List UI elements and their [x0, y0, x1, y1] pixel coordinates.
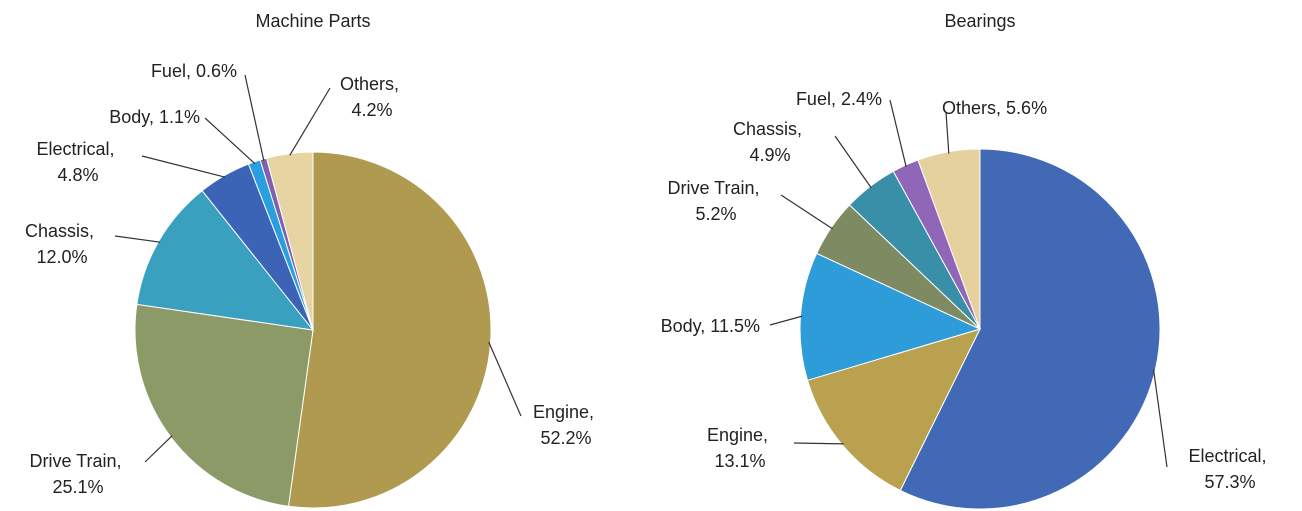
data-label: Electrical, 57.3% — [1188, 446, 1271, 492]
data-label: Drive Train, 5.2% — [667, 178, 764, 224]
label-category: Others — [340, 74, 394, 94]
label-separator: , — [589, 402, 599, 422]
label-separator: , — [996, 98, 1006, 118]
label-category: Fuel — [796, 89, 831, 109]
label-separator: , — [149, 107, 159, 127]
label-separator: , — [755, 178, 765, 198]
data-label: Fuel, 0.6% — [151, 61, 237, 81]
label-separator: , — [117, 451, 127, 471]
leader-line — [793, 442, 844, 445]
label-separator: , — [1262, 446, 1272, 466]
leader-line — [769, 315, 803, 326]
data-label: Others, 5.6% — [942, 98, 1047, 118]
data-label: Chassis, 12.0% — [25, 221, 99, 267]
label-value: 4.2% — [351, 100, 392, 120]
leader-line — [144, 435, 173, 463]
label-separator: , — [763, 425, 773, 445]
label-value: 5.2% — [695, 204, 736, 224]
leader-line — [141, 155, 226, 178]
pie-slice — [265, 151, 314, 331]
label-category: Drive Train — [667, 178, 754, 198]
label-value: 12.0% — [36, 247, 87, 267]
pie-slice — [287, 151, 492, 509]
pie-slice — [136, 190, 315, 331]
label-value: 1.1% — [159, 107, 200, 127]
label-category: Body — [661, 316, 702, 336]
pie-slice — [899, 148, 1161, 510]
pie-slice — [799, 252, 982, 381]
label-category: Electrical — [1188, 446, 1261, 466]
leader-line — [244, 74, 265, 161]
pie-chart: Machine Parts Engine, 52.2% Drive Train, 2… — [25, 11, 599, 509]
data-label: Drive Train, 25.1% — [29, 451, 126, 497]
label-value: 0.6% — [196, 61, 237, 81]
pie-slice — [134, 303, 314, 507]
data-label: Electrical, 4.8% — [36, 139, 119, 185]
chart-title: Bearings — [944, 11, 1015, 31]
label-separator: , — [186, 61, 196, 81]
label-separator: , — [110, 139, 120, 159]
label-value: 52.2% — [540, 428, 591, 448]
chart-title: Machine Parts — [255, 11, 370, 31]
label-value: 57.3% — [1204, 472, 1255, 492]
label-value: 11.5% — [710, 316, 760, 336]
data-label: Body, 11.5% — [661, 316, 760, 336]
label-value: 4.9% — [749, 145, 790, 165]
leader-line — [204, 117, 256, 165]
label-category: Drive Train — [29, 451, 116, 471]
leader-line — [488, 341, 522, 417]
data-label: Engine, 52.2% — [533, 402, 599, 448]
label-value: 13.1% — [714, 451, 765, 471]
leader-line — [114, 235, 161, 243]
pie-slice — [806, 328, 981, 492]
leader-line — [289, 87, 331, 156]
leader-line — [945, 111, 950, 154]
data-label: Engine, 13.1% — [707, 425, 773, 471]
label-separator: , — [831, 89, 841, 109]
label-value: 2.4% — [841, 89, 882, 109]
leader-line — [780, 194, 833, 230]
label-category: Engine — [707, 425, 763, 445]
leader-line — [1152, 369, 1168, 468]
label-value: 4.8% — [57, 165, 98, 185]
label-separator: , — [89, 221, 99, 241]
data-label: Body, 1.1% — [109, 107, 200, 127]
data-label: Others, 4.2% — [340, 74, 404, 120]
label-separator: , — [797, 119, 807, 139]
leader-line — [889, 99, 907, 167]
leader-line — [834, 135, 872, 189]
data-label: Chassis, 4.9% — [733, 119, 807, 165]
label-category: Others — [942, 98, 996, 118]
label-value: 25.1% — [52, 477, 103, 497]
label-category: Body — [109, 107, 150, 127]
label-category: Chassis — [733, 119, 797, 139]
pie-chart: Bearings Electrical, 57.3% Engine, 13.1% Bo… — [661, 11, 1272, 510]
label-category: Electrical — [36, 139, 109, 159]
label-category: Fuel — [151, 61, 186, 81]
label-separator: , — [700, 316, 710, 336]
label-category: Chassis — [25, 221, 89, 241]
data-label: Fuel, 2.4% — [796, 89, 882, 109]
label-category: Engine — [533, 402, 589, 422]
label-separator: , — [394, 74, 404, 94]
label-value: 5.6% — [1006, 98, 1047, 118]
